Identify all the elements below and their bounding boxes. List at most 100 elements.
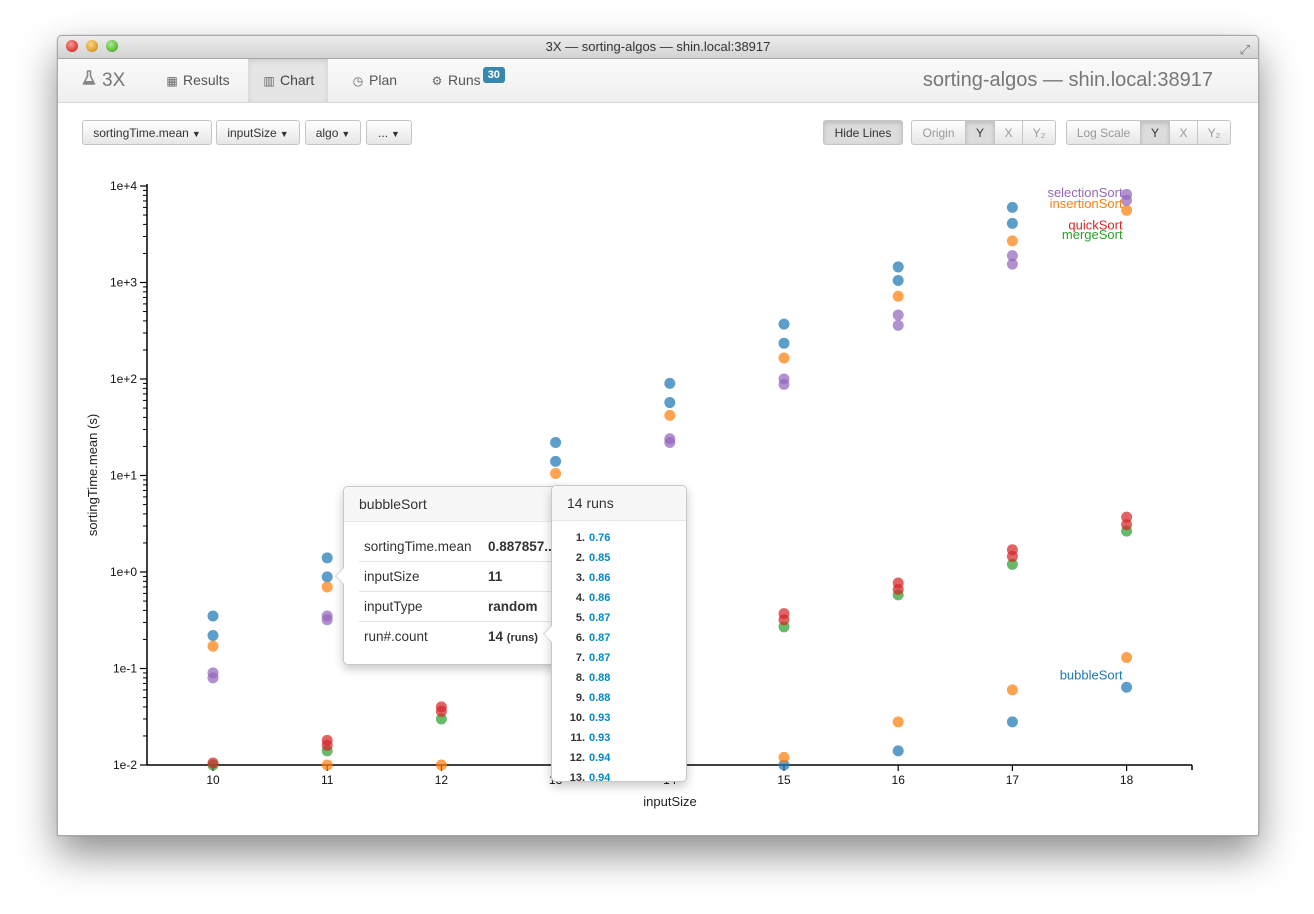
tab-runs[interactable]: ⚙ Runs 30 [416, 59, 519, 102]
fullscreen-icon[interactable]: ⤢ [1239, 42, 1250, 57]
data-point-insertionSort[interactable] [1006, 235, 1018, 247]
run-item[interactable]: 12. 0.94 [567, 748, 611, 768]
run-item[interactable]: 7. 0.87 [567, 648, 611, 668]
data-point-insertionSort[interactable] [1006, 684, 1018, 696]
data-point-mergeSort[interactable] [435, 713, 447, 725]
data-point-bubbleSort[interactable] [1006, 201, 1018, 213]
data-point-insertionSort[interactable] [892, 716, 904, 728]
data-point-quickSort[interactable] [778, 614, 790, 626]
run-item[interactable]: 10. 0.93 [567, 708, 611, 728]
data-point-mergeSort[interactable] [1006, 558, 1018, 570]
run-item[interactable]: 11. 0.93 [567, 728, 610, 748]
origin-y2-toggle[interactable]: Y₂ [1023, 120, 1056, 145]
data-point-bubbleSort[interactable] [778, 318, 790, 330]
data-point-insertionSort[interactable] [778, 751, 790, 763]
tab-plan[interactable]: ◷ Plan [337, 59, 411, 102]
run-value-link[interactable]: 0.93 [589, 732, 611, 744]
run-value-link[interactable]: 0.93 [589, 712, 611, 724]
data-point-selectionSort[interactable] [1006, 250, 1018, 262]
data-point-insertionSort[interactable] [435, 759, 447, 771]
run-item[interactable]: 3. 0.86 [567, 568, 611, 588]
data-point-insertionSort[interactable] [892, 290, 904, 302]
data-point-selectionSort[interactable] [778, 378, 790, 390]
data-point-selectionSort[interactable] [892, 319, 904, 331]
data-point-insertionSort[interactable] [207, 640, 219, 652]
data-point-selectionSort[interactable] [1121, 194, 1133, 206]
run-value-link[interactable]: 0.87 [589, 632, 611, 644]
log-scale-x-toggle[interactable]: X [1170, 120, 1198, 145]
data-point-quickSort[interactable] [1006, 550, 1018, 562]
data-point-bubbleSort[interactable] [321, 552, 333, 564]
data-point-selectionSort[interactable] [207, 672, 219, 684]
run-value-link[interactable]: 0.94 [589, 752, 611, 764]
run-value-link[interactable]: 0.86 [589, 572, 611, 584]
data-point-quickSort[interactable] [321, 739, 333, 751]
run-item[interactable]: 13. 0.94 [567, 768, 611, 788]
data-point-bubbleSort[interactable] [550, 455, 562, 467]
run-value-link[interactable]: 0.88 [589, 672, 611, 684]
run-value-link[interactable]: 0.86 [589, 592, 611, 604]
x-variable-dropdown[interactable]: inputSize ▼ [216, 120, 300, 145]
zoom-window-button[interactable] [106, 40, 118, 52]
data-point-bubbleSort[interactable] [778, 759, 790, 771]
data-point-bubbleSort[interactable] [892, 745, 904, 757]
data-point-insertionSort[interactable] [1121, 652, 1133, 664]
run-value-link[interactable]: 0.76 [589, 532, 611, 544]
data-point-quickSort[interactable] [207, 757, 219, 769]
data-point-bubbleSort[interactable] [778, 337, 790, 349]
data-point-bubbleSort[interactable] [207, 610, 219, 622]
data-point-insertionSort[interactable] [1121, 204, 1133, 216]
data-point-bubbleSort[interactable] [1121, 681, 1133, 693]
run-item[interactable]: 6. 0.87 [567, 628, 611, 648]
data-point-insertionSort[interactable] [321, 759, 333, 771]
close-window-button[interactable] [66, 40, 78, 52]
series-variable-dropdown[interactable]: algo ▼ [305, 120, 361, 145]
run-value-link[interactable]: 0.87 [589, 612, 611, 624]
origin-label-button[interactable]: Origin [911, 120, 966, 145]
brand[interactable]: 3X [82, 59, 125, 102]
data-point-bubbleSort[interactable] [1006, 716, 1018, 728]
run-item[interactable]: 9. 0.88 [567, 688, 611, 708]
origin-x-toggle[interactable]: X [995, 120, 1023, 145]
run-item[interactable]: 1. 0.76 [567, 528, 611, 548]
data-point-insertionSort[interactable] [664, 409, 676, 421]
data-point-bubbleSort[interactable] [321, 571, 333, 583]
data-point-quickSort[interactable] [435, 705, 447, 717]
run-item[interactable]: 2. 0.85 [567, 548, 611, 568]
data-point-bubbleSort[interactable] [1006, 217, 1018, 229]
data-point-bubbleSort[interactable] [892, 274, 904, 286]
data-point-insertionSort[interactable] [321, 581, 333, 593]
run-item[interactable]: 8. 0.88 [567, 668, 611, 688]
data-point-quickSort[interactable] [1121, 519, 1133, 531]
log-scale-y2-toggle[interactable]: Y₂ [1198, 120, 1231, 145]
data-point-bubbleSort[interactable] [892, 261, 904, 273]
data-point-bubbleSort[interactable] [664, 397, 676, 409]
run-value-link[interactable]: 0.87 [589, 652, 611, 664]
run-index: 13. [569, 772, 585, 784]
tab-chart[interactable]: ▥ Chart [248, 59, 329, 102]
hide-lines-button[interactable]: Hide Lines [823, 120, 903, 145]
run-value-link[interactable]: 0.94 [589, 772, 611, 784]
log-scale-label-button[interactable]: Log Scale [1066, 120, 1141, 145]
run-value-link[interactable]: 0.88 [589, 692, 611, 704]
more-variables-dropdown[interactable]: ... ▼ [366, 120, 412, 145]
minimize-window-button[interactable] [86, 40, 98, 52]
run-item[interactable]: 5. 0.87 [567, 608, 611, 628]
data-point-selectionSort[interactable] [1006, 258, 1018, 270]
data-point-selectionSort[interactable] [321, 614, 333, 626]
data-point-bubbleSort[interactable] [207, 629, 219, 641]
data-point-selectionSort[interactable] [892, 309, 904, 321]
y-variable-dropdown[interactable]: sortingTime.mean ▼ [82, 120, 212, 145]
origin-y-toggle[interactable]: Y [966, 120, 995, 145]
tab-results[interactable]: ▦ Results [151, 59, 244, 102]
run-item[interactable]: 4. 0.86 [567, 588, 611, 608]
data-point-quickSort[interactable] [892, 583, 904, 595]
data-point-bubbleSort[interactable] [550, 436, 562, 448]
data-point-bubbleSort[interactable] [664, 377, 676, 389]
run-value-link[interactable]: 0.85 [589, 552, 611, 564]
data-point-insertionSort[interactable] [778, 352, 790, 364]
data-point-selectionSort[interactable] [664, 436, 676, 448]
data-point-insertionSort[interactable] [550, 467, 562, 479]
detail-row[interactable]: run#.count 14 (runs) [359, 622, 579, 651]
log-scale-y-toggle[interactable]: Y [1141, 120, 1170, 145]
